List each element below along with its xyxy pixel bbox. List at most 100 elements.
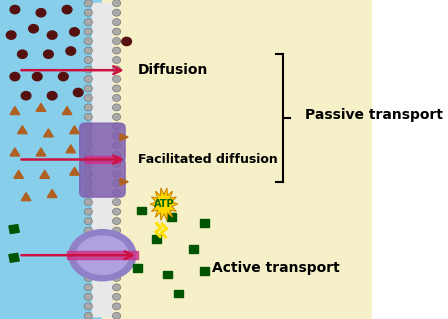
Circle shape xyxy=(17,50,27,58)
Circle shape xyxy=(32,72,42,81)
Circle shape xyxy=(112,293,121,300)
Circle shape xyxy=(84,293,92,300)
Circle shape xyxy=(84,208,92,215)
Circle shape xyxy=(112,151,121,158)
Circle shape xyxy=(112,19,121,26)
Bar xyxy=(152,235,161,243)
Polygon shape xyxy=(120,134,128,141)
Circle shape xyxy=(112,85,121,92)
Polygon shape xyxy=(14,170,23,178)
Circle shape xyxy=(112,161,121,168)
Polygon shape xyxy=(21,193,31,201)
Circle shape xyxy=(84,284,92,291)
Circle shape xyxy=(84,161,92,168)
Circle shape xyxy=(112,47,121,54)
Circle shape xyxy=(112,38,121,45)
Circle shape xyxy=(84,9,92,16)
Bar xyxy=(134,264,142,272)
Circle shape xyxy=(62,5,72,14)
Ellipse shape xyxy=(76,236,129,274)
Text: ATP: ATP xyxy=(154,199,174,209)
Circle shape xyxy=(112,123,121,130)
Circle shape xyxy=(112,56,121,63)
Circle shape xyxy=(84,142,92,149)
Circle shape xyxy=(84,94,92,101)
Circle shape xyxy=(112,208,121,215)
Circle shape xyxy=(84,199,92,206)
Circle shape xyxy=(84,303,92,310)
Circle shape xyxy=(112,104,121,111)
Polygon shape xyxy=(69,167,79,175)
Circle shape xyxy=(10,72,20,81)
Circle shape xyxy=(84,236,92,243)
Polygon shape xyxy=(17,126,27,134)
Circle shape xyxy=(112,256,121,263)
Circle shape xyxy=(112,227,121,234)
Circle shape xyxy=(112,303,121,310)
Circle shape xyxy=(84,76,92,83)
Circle shape xyxy=(112,94,121,101)
Bar xyxy=(189,245,198,253)
Circle shape xyxy=(84,132,92,139)
Circle shape xyxy=(47,92,57,100)
Circle shape xyxy=(84,123,92,130)
Bar xyxy=(174,290,183,297)
Circle shape xyxy=(84,66,92,73)
Circle shape xyxy=(112,246,121,253)
Circle shape xyxy=(112,9,121,16)
Circle shape xyxy=(84,0,92,7)
Polygon shape xyxy=(150,188,178,220)
Polygon shape xyxy=(40,170,50,178)
Circle shape xyxy=(112,218,121,225)
Circle shape xyxy=(84,218,92,225)
Circle shape xyxy=(10,5,20,14)
Circle shape xyxy=(84,256,92,263)
Circle shape xyxy=(59,72,68,81)
Circle shape xyxy=(84,85,92,92)
Circle shape xyxy=(112,142,121,149)
Circle shape xyxy=(112,284,121,291)
Circle shape xyxy=(84,19,92,26)
Circle shape xyxy=(66,47,76,55)
Polygon shape xyxy=(62,107,72,115)
Circle shape xyxy=(112,170,121,177)
Circle shape xyxy=(112,0,121,7)
Bar xyxy=(85,156,120,163)
Bar xyxy=(0,0,103,319)
Text: Diffusion: Diffusion xyxy=(138,63,208,77)
Text: Active transport: Active transport xyxy=(212,261,340,275)
Bar xyxy=(92,3,112,316)
Circle shape xyxy=(84,170,92,177)
Circle shape xyxy=(84,227,92,234)
Circle shape xyxy=(84,104,92,111)
Circle shape xyxy=(112,199,121,206)
Circle shape xyxy=(84,312,92,319)
Circle shape xyxy=(47,31,57,39)
FancyBboxPatch shape xyxy=(80,123,125,162)
Circle shape xyxy=(43,50,53,58)
Circle shape xyxy=(112,113,121,120)
Circle shape xyxy=(112,265,121,272)
Bar xyxy=(167,213,176,221)
Circle shape xyxy=(84,151,92,158)
Bar xyxy=(9,253,19,262)
FancyBboxPatch shape xyxy=(80,158,125,197)
Circle shape xyxy=(84,265,92,272)
Circle shape xyxy=(84,47,92,54)
Circle shape xyxy=(112,189,121,196)
Polygon shape xyxy=(43,129,53,137)
Polygon shape xyxy=(47,189,57,197)
Circle shape xyxy=(112,180,121,187)
Circle shape xyxy=(36,9,46,17)
Circle shape xyxy=(21,92,31,100)
Ellipse shape xyxy=(69,230,136,281)
Circle shape xyxy=(84,189,92,196)
Circle shape xyxy=(69,28,79,36)
Circle shape xyxy=(84,56,92,63)
Circle shape xyxy=(84,246,92,253)
Circle shape xyxy=(112,312,121,319)
Circle shape xyxy=(73,88,83,97)
Text: Passive transport: Passive transport xyxy=(306,108,444,122)
Text: Facilitated diffusion: Facilitated diffusion xyxy=(138,153,278,166)
Bar xyxy=(163,271,172,278)
